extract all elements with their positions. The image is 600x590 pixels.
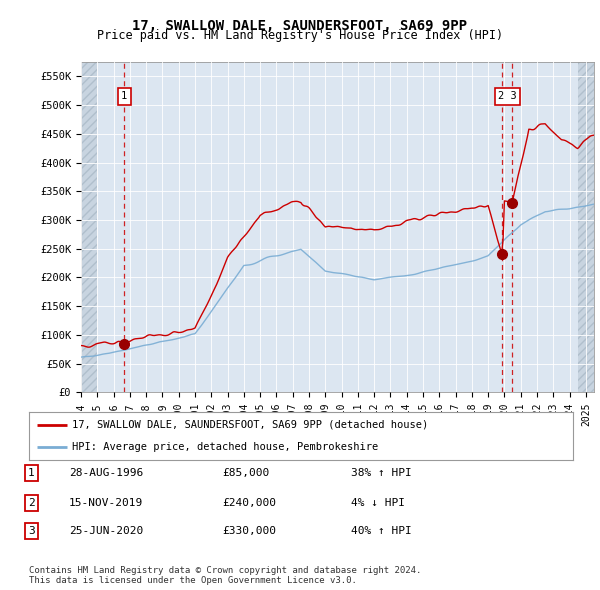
Text: 38% ↑ HPI: 38% ↑ HPI [351,468,412,478]
Text: £85,000: £85,000 [222,468,269,478]
Bar [578,62,594,392]
Text: 1: 1 [28,468,35,478]
Text: £240,000: £240,000 [222,498,276,507]
Text: 28-AUG-1996: 28-AUG-1996 [69,468,143,478]
Text: 2 3: 2 3 [498,91,517,101]
Text: 3: 3 [28,526,35,536]
Text: 15-NOV-2019: 15-NOV-2019 [69,498,143,507]
Text: HPI: Average price, detached house, Pembrokeshire: HPI: Average price, detached house, Pemb… [73,442,379,452]
Text: Price paid vs. HM Land Registry's House Price Index (HPI): Price paid vs. HM Land Registry's House … [97,30,503,42]
Text: 25-JUN-2020: 25-JUN-2020 [69,526,143,536]
Text: 1: 1 [121,91,127,101]
Text: 17, SWALLOW DALE, SAUNDERSFOOT, SA69 9PP (detached house): 17, SWALLOW DALE, SAUNDERSFOOT, SA69 9PP… [73,420,428,430]
Text: 2: 2 [28,498,35,507]
Text: 17, SWALLOW DALE, SAUNDERSFOOT, SA69 9PP: 17, SWALLOW DALE, SAUNDERSFOOT, SA69 9PP [133,19,467,33]
Text: 4% ↓ HPI: 4% ↓ HPI [351,498,405,507]
Text: Contains HM Land Registry data © Crown copyright and database right 2024.
This d: Contains HM Land Registry data © Crown c… [29,566,421,585]
Text: 40% ↑ HPI: 40% ↑ HPI [351,526,412,536]
Bar [81,62,97,392]
Text: £330,000: £330,000 [222,526,276,536]
